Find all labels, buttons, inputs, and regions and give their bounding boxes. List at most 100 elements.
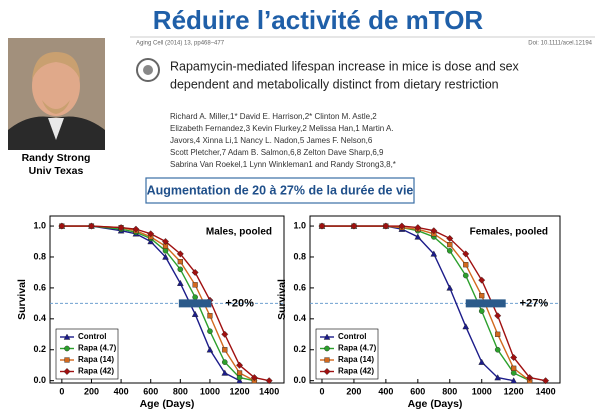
marker xyxy=(526,374,534,382)
x-tick-label: 1200 xyxy=(504,386,524,396)
y-tick-label: 0.6 xyxy=(33,282,46,292)
x-axis-label: Age (Days) xyxy=(408,398,463,410)
marker xyxy=(162,253,169,260)
marker xyxy=(414,224,422,232)
paper-title: Rapamycin-mediated lifespan increase in … xyxy=(170,59,520,73)
marker xyxy=(494,346,501,353)
series-line xyxy=(61,225,255,382)
marker xyxy=(192,282,198,288)
marker xyxy=(430,250,438,257)
marker xyxy=(250,374,258,382)
legend-marker xyxy=(63,333,71,340)
marker xyxy=(430,227,438,235)
marker xyxy=(478,308,485,314)
legend-label: Control xyxy=(78,332,106,341)
marker xyxy=(177,259,183,265)
legend-label: Rapa (42) xyxy=(78,367,114,376)
marker xyxy=(191,268,199,276)
marker xyxy=(206,346,214,353)
legend-marker xyxy=(323,333,331,340)
x-tick-label: 600 xyxy=(143,386,158,396)
marker xyxy=(58,222,66,230)
marker xyxy=(510,377,518,384)
x-tick-label: 1200 xyxy=(230,386,250,396)
marker xyxy=(192,294,198,300)
marker xyxy=(462,250,470,258)
y-axis-label: Survival xyxy=(276,279,288,320)
y-tick-label: 0.4 xyxy=(33,313,46,323)
x-tick-label: 800 xyxy=(173,386,188,396)
marker xyxy=(510,370,517,376)
y-tick-label: 1.0 xyxy=(33,220,46,230)
marker xyxy=(478,358,486,365)
marker xyxy=(463,262,469,268)
highlight: Augmentation de 20 à 27% de la durée de … xyxy=(147,183,414,197)
marker xyxy=(494,374,502,381)
marker xyxy=(318,222,326,230)
x-tick-label: 600 xyxy=(410,386,425,396)
y-tick-label: 0.0 xyxy=(33,375,46,385)
journal-logo xyxy=(136,58,160,82)
photo xyxy=(8,38,105,150)
marker xyxy=(350,222,358,230)
marker xyxy=(511,365,517,371)
marker xyxy=(147,238,155,245)
marker xyxy=(117,224,125,232)
x-tick-label: 200 xyxy=(84,386,99,396)
y-tick-label: 0.8 xyxy=(33,251,46,261)
x-tick-label: 1000 xyxy=(472,386,492,396)
marker xyxy=(265,377,273,385)
marker xyxy=(236,361,244,369)
marker xyxy=(147,230,155,238)
gain-bar xyxy=(465,299,506,308)
marker xyxy=(495,331,501,337)
x-tick-label: 400 xyxy=(114,386,129,396)
marker xyxy=(462,323,470,330)
y-tick-label: 1.0 xyxy=(293,220,306,230)
x-tick-label: 0 xyxy=(59,386,64,396)
plot-frame xyxy=(309,215,561,384)
x-tick-label: 1400 xyxy=(536,386,556,396)
x-tick-label: 1000 xyxy=(200,386,220,396)
marker xyxy=(162,238,170,245)
journal: Aging Cell (2014) 13, pp468–477 xyxy=(136,41,225,47)
y-tick-label: 0.2 xyxy=(293,344,306,354)
marker xyxy=(494,312,502,320)
authors: Javors,4 Xinna Li,1 Nancy L. Nadon,5 Jam… xyxy=(170,136,373,145)
legend-label: Rapa (14) xyxy=(338,355,374,364)
marker xyxy=(191,310,199,317)
marker xyxy=(462,272,469,279)
x-tick-label: 1400 xyxy=(259,386,279,396)
marker xyxy=(542,377,550,385)
legend-marker xyxy=(64,357,70,363)
legend-marker xyxy=(324,357,330,363)
y-tick-label: 0.0 xyxy=(293,375,306,385)
y-tick-label: 0.4 xyxy=(293,313,306,323)
authors: Richard A. Miller,1* David E. Harrison,2… xyxy=(170,112,377,121)
x-tick-label: 200 xyxy=(346,386,361,396)
y-axis-label: Survival xyxy=(16,279,28,320)
legend-label: Control xyxy=(338,332,366,341)
marker xyxy=(221,369,229,376)
legend-marker xyxy=(64,345,70,352)
marker xyxy=(236,370,243,376)
authors: Elizabeth Fernandez,3 Kevin Flurkey,2 Me… xyxy=(170,124,394,133)
marker xyxy=(510,354,518,361)
legend-marker xyxy=(324,345,330,352)
marker xyxy=(236,377,243,384)
marker xyxy=(236,374,243,381)
authors: Scott Pletcher,7 Adam B. Salmon,6,8 Zelt… xyxy=(170,148,384,157)
gain-label: +20% xyxy=(225,297,254,309)
legend-label: Rapa (14) xyxy=(78,355,114,364)
y-tick-label: 0.2 xyxy=(33,344,46,354)
marker xyxy=(221,359,228,365)
marker xyxy=(207,328,213,334)
legend-label: Rapa (4.7) xyxy=(338,344,377,353)
x-tick-label: 800 xyxy=(442,386,457,396)
y-tick-label: 0.8 xyxy=(293,251,306,261)
marker xyxy=(414,233,422,240)
annotation: Females, pooled xyxy=(470,227,548,238)
marker xyxy=(446,247,453,254)
legend-label: Rapa (42) xyxy=(338,367,374,376)
